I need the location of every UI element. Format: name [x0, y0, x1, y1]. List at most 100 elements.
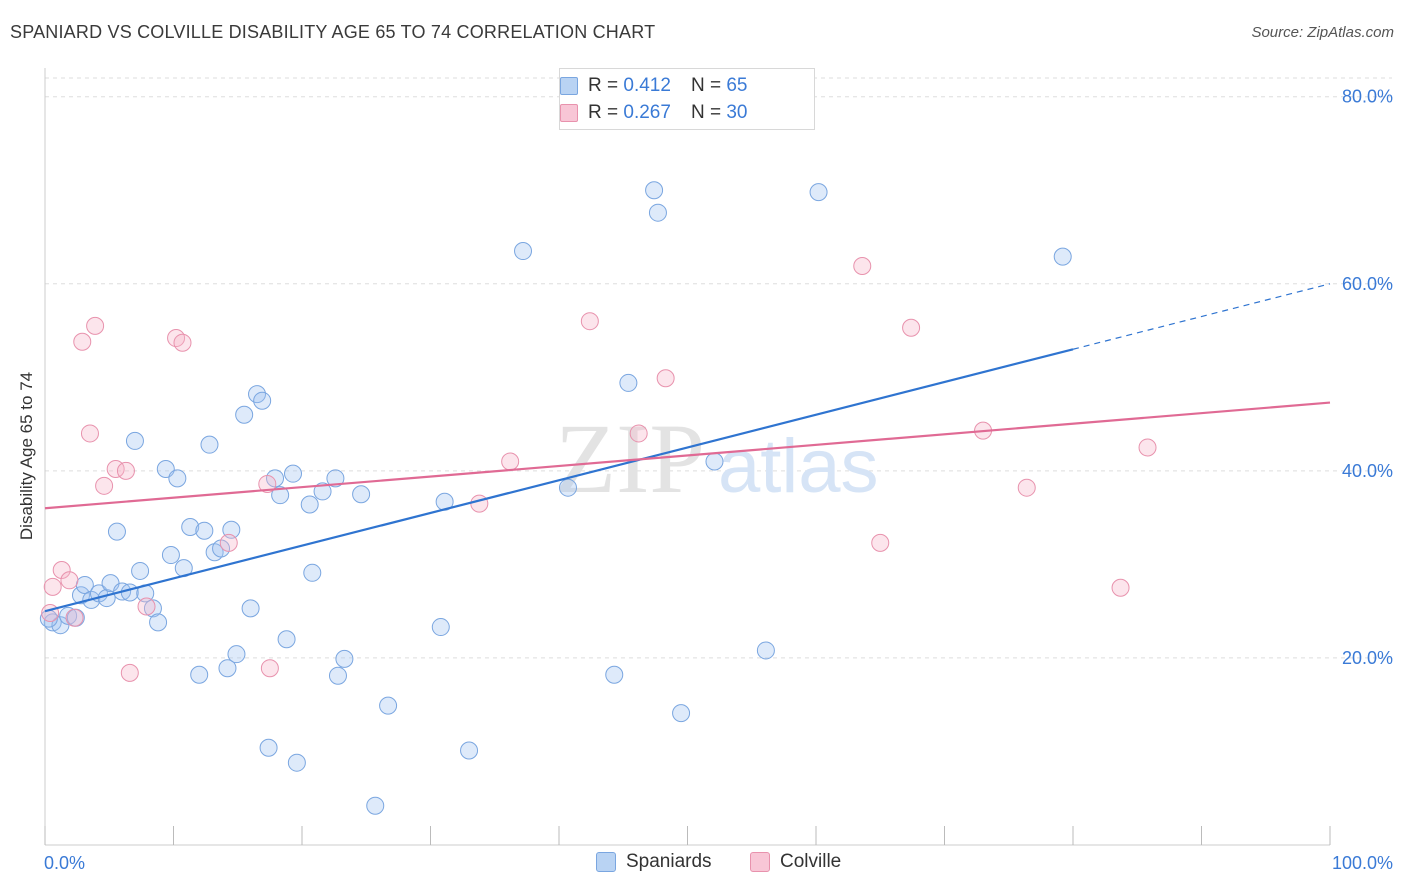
spaniards-point: [328, 666, 347, 685]
y-tick-label: 20.0%: [1342, 648, 1393, 668]
series-legend-spaniards: Spaniards: [596, 851, 712, 873]
colville-point: [1111, 578, 1130, 597]
colville-point: [41, 604, 60, 623]
spaniards-trend-line: [44, 348, 1074, 613]
spaniards-point: [672, 704, 691, 723]
watermark-atlas: atlas: [718, 424, 879, 509]
spaniards-point: [303, 563, 322, 582]
spaniards-point: [1053, 247, 1072, 266]
spaniards-point: [190, 665, 209, 684]
spaniards-point: [235, 405, 254, 424]
colville-legend-swatch: [750, 852, 770, 872]
spaniards-point: [120, 583, 139, 602]
spaniards-point: [514, 242, 533, 261]
spaniards-point: [149, 613, 168, 632]
spaniards-point: [271, 486, 290, 505]
spaniards-point: [143, 599, 162, 618]
spaniards-point: [352, 485, 371, 504]
colville-point: [853, 257, 872, 276]
y-axis-label: Disability Age 65 to 74: [17, 371, 36, 541]
legend-row-spaniards: R = 0.412 N = 65: [560, 73, 748, 99]
spaniards-point: [809, 183, 828, 202]
legend-row-colville: R = 0.267 N = 30: [560, 100, 748, 126]
series-legend-colville: Colville: [750, 851, 841, 873]
spaniards-point: [705, 452, 724, 471]
spaniards-point: [648, 203, 667, 222]
spaniards-point: [181, 517, 200, 536]
spaniards-point: [161, 546, 180, 565]
colville-point: [95, 476, 114, 495]
colville-point: [260, 659, 279, 678]
axis-layer: [44, 68, 1331, 846]
spaniards-point: [277, 630, 296, 649]
colville-point: [258, 474, 277, 493]
colville-point: [1017, 478, 1036, 497]
colville-point: [73, 332, 92, 351]
colville-point: [80, 424, 99, 443]
spaniards-point: [287, 753, 306, 772]
colville-r-value: 0.267: [623, 102, 671, 123]
colville-point: [137, 597, 156, 616]
tick-labels: 20.0% 40.0% 60.0% 80.0% 0.0% 100.0%: [44, 87, 1393, 873]
spaniards-legend-swatch: [596, 852, 616, 872]
spaniards-point: [59, 606, 78, 625]
spaniards-trend-extension: [1072, 283, 1331, 350]
spaniards-point: [259, 738, 278, 757]
spaniards-point: [756, 641, 775, 660]
colville-point: [60, 571, 79, 590]
colville-point: [902, 318, 921, 337]
spaniards-point: [227, 645, 246, 664]
colville-point: [219, 533, 238, 552]
spaniards-legend-label: Spaniards: [626, 851, 712, 872]
spaniards-point: [51, 616, 70, 635]
spaniards-point: [605, 665, 624, 684]
colville-legend-label: Colville: [780, 851, 842, 872]
watermark: ZIP atlas: [555, 403, 879, 514]
correlation-legend: R = 0.412 N = 65 R = 0.267 N = 30: [559, 68, 815, 130]
points-layer: [39, 181, 1157, 815]
spaniards-point: [218, 659, 237, 678]
spaniards-n-value: 65: [726, 75, 748, 96]
spaniards-point: [200, 435, 219, 454]
colville-point: [167, 329, 186, 348]
spaniards-point: [619, 373, 638, 392]
y-tick-label: 40.0%: [1342, 461, 1393, 481]
spaniards-point: [125, 431, 144, 450]
spaniards-point: [241, 599, 260, 618]
spaniards-point: [313, 482, 332, 501]
spaniards-point: [558, 478, 577, 497]
n-label: N =: [690, 75, 722, 96]
spaniards-point: [222, 520, 241, 539]
spaniards-point: [326, 469, 345, 488]
colville-point: [629, 424, 648, 443]
spaniards-point: [131, 561, 150, 580]
colville-point: [86, 316, 105, 335]
spaniards-point: [379, 696, 398, 715]
colville-point: [501, 452, 520, 471]
n-label: N =: [690, 102, 722, 123]
colville-swatch: [560, 104, 578, 122]
spaniards-point: [195, 521, 214, 540]
spaniards-point: [335, 649, 354, 668]
colville-point: [470, 494, 489, 513]
spaniards-point: [460, 741, 479, 760]
x-tick-label: 0.0%: [44, 853, 85, 873]
spaniards-point: [253, 391, 272, 410]
watermark-zip: ZIP: [555, 403, 705, 514]
colville-point: [116, 461, 135, 480]
grid-layer: [45, 77, 1392, 659]
spaniards-r-value: 0.412: [623, 75, 671, 96]
colville-trend-line: [44, 401, 1331, 510]
trend-layer: [44, 283, 1331, 613]
spaniards-point: [645, 181, 664, 200]
colville-point: [52, 561, 71, 580]
spaniards-point: [366, 796, 385, 815]
spaniards-point: [107, 522, 126, 541]
colville-point: [173, 333, 192, 352]
chart-title: SPANIARD VS COLVILLE DISABILITY AGE 65 T…: [10, 22, 656, 42]
colville-point: [120, 663, 139, 682]
colville-n-value: 30: [726, 102, 748, 123]
spaniards-swatch: [560, 77, 578, 95]
colville-point: [1138, 438, 1157, 457]
